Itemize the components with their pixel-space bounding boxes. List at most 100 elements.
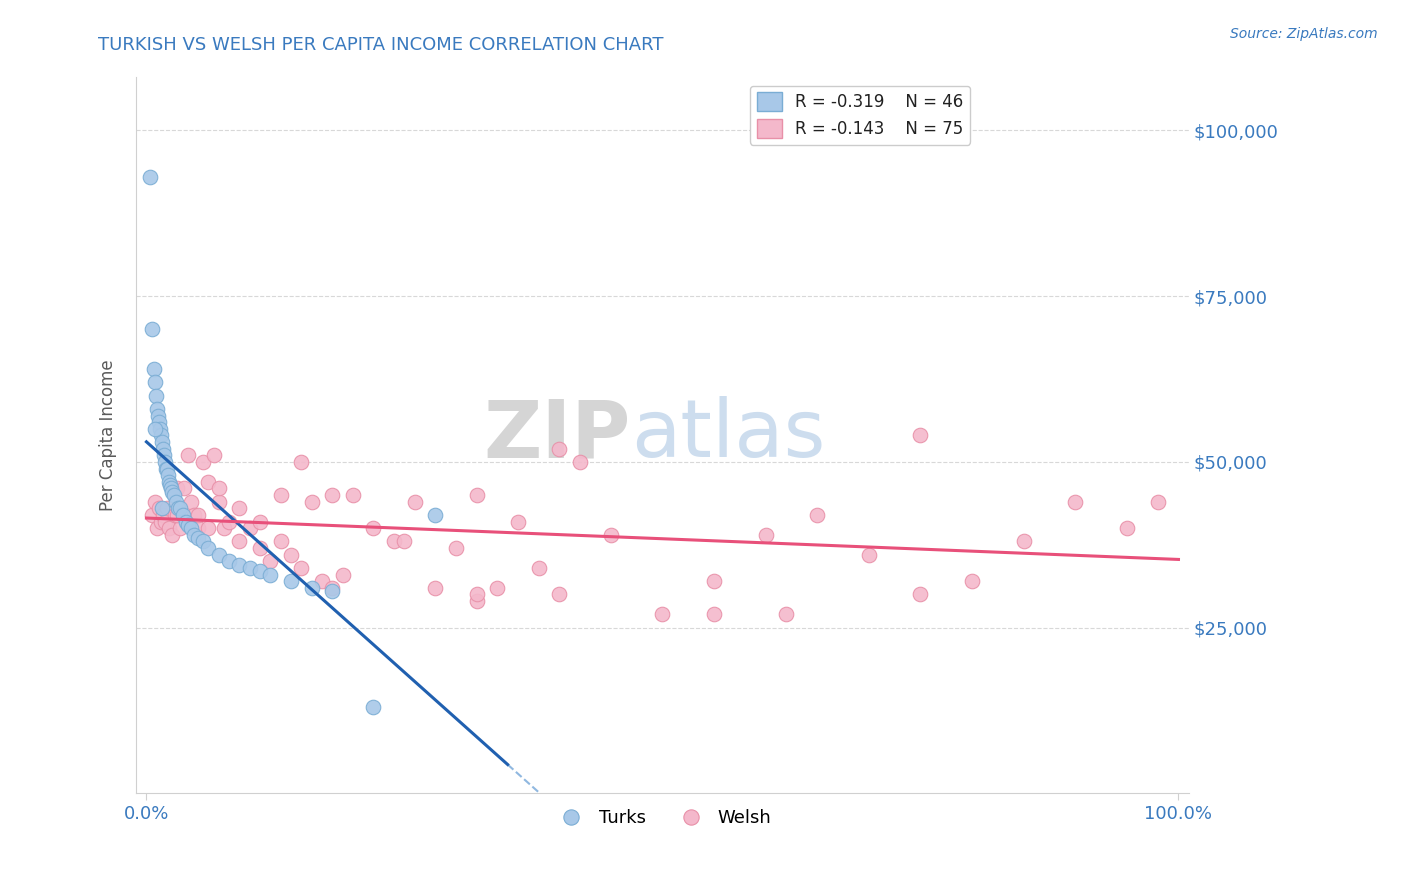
- Text: atlas: atlas: [631, 396, 825, 475]
- Point: [1012, 534, 1035, 549]
- Point: [465, 587, 488, 601]
- Point: [280, 574, 302, 589]
- Point: [150, 435, 173, 450]
- Point: [187, 531, 209, 545]
- Point: [228, 501, 250, 516]
- Point: [155, 461, 177, 475]
- Point: [249, 564, 271, 578]
- Point: [177, 448, 200, 462]
- Point: [177, 517, 200, 532]
- Point: [153, 515, 176, 529]
- Point: [249, 541, 271, 555]
- Point: [197, 541, 219, 555]
- Point: [166, 482, 188, 496]
- Point: [301, 494, 323, 508]
- Point: [228, 534, 250, 549]
- Point: [290, 561, 312, 575]
- Point: [157, 468, 180, 483]
- Point: [394, 534, 416, 549]
- Point: [160, 484, 183, 499]
- Point: [218, 554, 240, 568]
- Point: [321, 581, 343, 595]
- Point: [208, 494, 231, 508]
- Point: [152, 442, 174, 456]
- Point: [159, 478, 181, 492]
- Point: [342, 488, 364, 502]
- Point: [1146, 494, 1168, 508]
- Point: [149, 428, 172, 442]
- Point: [311, 574, 333, 589]
- Point: [142, 362, 165, 376]
- Point: [148, 501, 170, 516]
- Point: [169, 521, 191, 535]
- Point: [187, 521, 209, 535]
- Point: [153, 448, 176, 462]
- Point: [141, 508, 163, 522]
- Point: [239, 521, 262, 535]
- Point: [280, 548, 302, 562]
- Point: [187, 508, 209, 522]
- Point: [259, 554, 281, 568]
- Point: [218, 515, 240, 529]
- Point: [150, 501, 173, 516]
- Point: [239, 561, 262, 575]
- Point: [548, 442, 571, 456]
- Legend: Turks, Welsh: Turks, Welsh: [546, 802, 779, 834]
- Point: [148, 415, 170, 429]
- Point: [212, 521, 235, 535]
- Point: [141, 322, 163, 336]
- Point: [425, 581, 447, 595]
- Point: [208, 482, 231, 496]
- Point: [1115, 521, 1137, 535]
- Point: [465, 488, 488, 502]
- Point: [1064, 494, 1087, 508]
- Point: [960, 574, 983, 589]
- Point: [174, 515, 197, 529]
- Point: [160, 528, 183, 542]
- Text: Source: ZipAtlas.com: Source: ZipAtlas.com: [1230, 27, 1378, 41]
- Point: [166, 508, 188, 522]
- Point: [465, 594, 488, 608]
- Point: [651, 607, 673, 622]
- Point: [180, 521, 202, 535]
- Point: [910, 587, 932, 601]
- Point: [228, 558, 250, 572]
- Point: [143, 376, 166, 390]
- Point: [157, 475, 180, 489]
- Point: [486, 581, 509, 595]
- Point: [301, 581, 323, 595]
- Point: [183, 528, 205, 542]
- Point: [156, 461, 179, 475]
- Point: [363, 521, 385, 535]
- Point: [152, 508, 174, 522]
- Point: [270, 488, 292, 502]
- Point: [143, 494, 166, 508]
- Point: [806, 508, 828, 522]
- Point: [910, 428, 932, 442]
- Point: [157, 521, 180, 535]
- Point: [172, 508, 194, 522]
- Point: [193, 455, 215, 469]
- Point: [404, 494, 426, 508]
- Point: [425, 508, 447, 522]
- Point: [599, 528, 621, 542]
- Point: [197, 475, 219, 489]
- Point: [180, 494, 202, 508]
- Point: [138, 169, 160, 184]
- Point: [202, 448, 225, 462]
- Point: [193, 534, 215, 549]
- Point: [153, 455, 176, 469]
- Point: [165, 508, 187, 522]
- Point: [290, 455, 312, 469]
- Point: [145, 521, 167, 535]
- Point: [444, 541, 467, 555]
- Point: [149, 422, 172, 436]
- Point: [208, 548, 231, 562]
- Point: [703, 607, 725, 622]
- Point: [167, 501, 190, 516]
- Point: [270, 534, 292, 549]
- Point: [183, 508, 205, 522]
- Point: [321, 584, 343, 599]
- Point: [149, 515, 172, 529]
- Point: [363, 700, 385, 714]
